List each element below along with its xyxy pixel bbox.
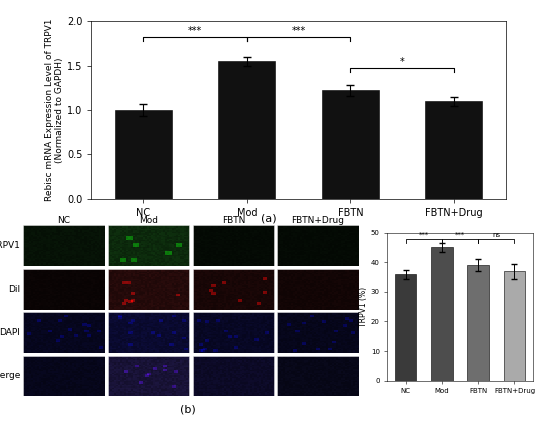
Title: FBTN: FBTN xyxy=(222,216,245,225)
Y-axis label: TRPV1 (%): TRPV1 (%) xyxy=(359,287,368,327)
Bar xyxy=(322,91,379,199)
Bar xyxy=(218,61,275,199)
Text: *: * xyxy=(400,58,405,67)
Y-axis label: TRPV1: TRPV1 xyxy=(0,242,20,250)
Bar xyxy=(467,265,489,381)
Text: (a): (a) xyxy=(261,214,277,224)
Bar xyxy=(431,247,453,381)
Text: ***: *** xyxy=(419,232,429,238)
Bar xyxy=(426,101,483,199)
Y-axis label: Rebisc mRNA Expression Level of TRPV1
(Normalized to GAPDH): Rebisc mRNA Expression Level of TRPV1 (N… xyxy=(45,19,64,201)
Text: ***: *** xyxy=(455,232,465,238)
Text: ***: *** xyxy=(188,26,202,36)
Title: FBTN+Drug: FBTN+Drug xyxy=(292,216,345,225)
Text: ***: *** xyxy=(292,26,306,36)
Title: Mod: Mod xyxy=(139,216,158,225)
Text: (b): (b) xyxy=(180,404,196,415)
Bar xyxy=(395,274,416,381)
Bar xyxy=(115,110,172,199)
Y-axis label: DiI: DiI xyxy=(8,285,20,294)
Y-axis label: DAPI: DAPI xyxy=(0,328,20,337)
Title: NC: NC xyxy=(58,216,70,225)
Text: ns: ns xyxy=(492,232,500,238)
Bar xyxy=(504,271,526,381)
Y-axis label: Merge: Merge xyxy=(0,371,20,380)
